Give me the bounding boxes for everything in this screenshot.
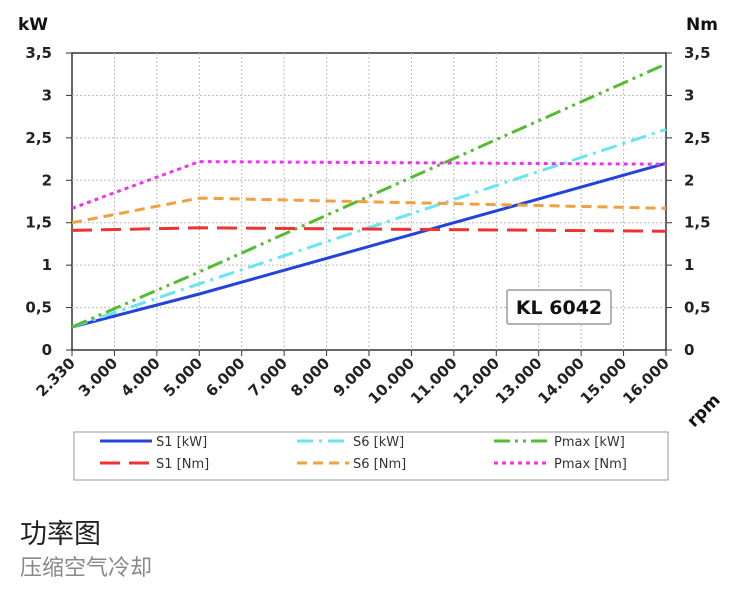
y-tick-label-left: 3 <box>42 86 52 104</box>
model-badge: KL 6042 <box>506 289 612 325</box>
x-tick-label: 6.000 <box>202 354 248 400</box>
x-tick-label: 11.000 <box>407 354 461 408</box>
series-lines <box>71 62 667 329</box>
y-tick-label-right: 1 <box>684 256 694 274</box>
y-tick-label-right: 2,5 <box>684 129 711 147</box>
x-tick-label: 10.000 <box>365 354 419 408</box>
legend-label: Pmax [Nm] <box>554 457 627 472</box>
series-line-s1-kw <box>71 161 667 329</box>
x-tick-label: 7.000 <box>245 354 291 400</box>
series-line-s6-kw <box>71 127 667 329</box>
x-tick-label: 8.000 <box>287 354 333 400</box>
y-tick-label-left: 2,5 <box>25 129 52 147</box>
y-tick-label-right: 3 <box>684 86 694 104</box>
legend-label: S6 [Nm] <box>353 457 406 472</box>
legend-label: Pmax [kW] <box>554 435 625 450</box>
y-tick-label-right: 1,5 <box>684 214 711 232</box>
x-tick-label: 5.000 <box>160 354 206 400</box>
legend-label: S6 [kW] <box>353 435 404 450</box>
left-axis-unit: kW <box>18 15 48 35</box>
x-tick-label: 15.000 <box>577 354 631 408</box>
legend-label: S1 [Nm] <box>156 457 209 472</box>
x-tick-label: 4.000 <box>117 354 163 400</box>
y-tick-label-left: 0,5 <box>25 299 52 317</box>
y-tick-label-right: 2 <box>684 171 694 189</box>
y-tick-label-right: 3,5 <box>684 44 711 62</box>
x-tick-label: 12.000 <box>449 354 503 408</box>
y-tick-label-right: 0,5 <box>684 299 711 317</box>
right-axis-unit: Nm <box>686 15 718 35</box>
y-tick-label-left: 1 <box>42 256 52 274</box>
x-axis-unit: rpm <box>683 390 724 431</box>
x-tick-label: 16.000 <box>619 354 673 408</box>
caption-subtitle: 压缩空气冷却 <box>20 556 153 581</box>
caption-title: 功率图 <box>20 519 101 550</box>
series-line-pmax-kw <box>71 62 667 329</box>
model-badge-label: KL 6042 <box>516 297 602 319</box>
legend-label: S1 [kW] <box>156 435 207 450</box>
x-tick-label: 2.330 <box>33 354 79 400</box>
series-line-s6-nm <box>71 196 667 225</box>
x-tick-label: 14.000 <box>534 354 588 408</box>
x-tick-label: 13.000 <box>492 354 546 408</box>
y-tick-label-left: 0 <box>42 341 52 359</box>
y-tick-label-left: 2 <box>42 171 52 189</box>
legend: S1 [kW] S6 [kW] Pmax [kW] S1 [Nm] S6 [Nm] Pma… <box>73 431 669 481</box>
y-tick-label-left: 3,5 <box>25 44 52 62</box>
power-chart: 0 0 0,5 0,5 1 1 1,5 1,5 2 2 2,5 2,5 3 3 3,5 3,5 2.3303.0… <box>18 15 725 481</box>
x-tick-label: 3.000 <box>75 354 121 400</box>
series-line-s1-nm <box>71 226 667 233</box>
y-tick-label-right: 0 <box>684 341 694 359</box>
y-tick-label-left: 1,5 <box>25 214 52 232</box>
